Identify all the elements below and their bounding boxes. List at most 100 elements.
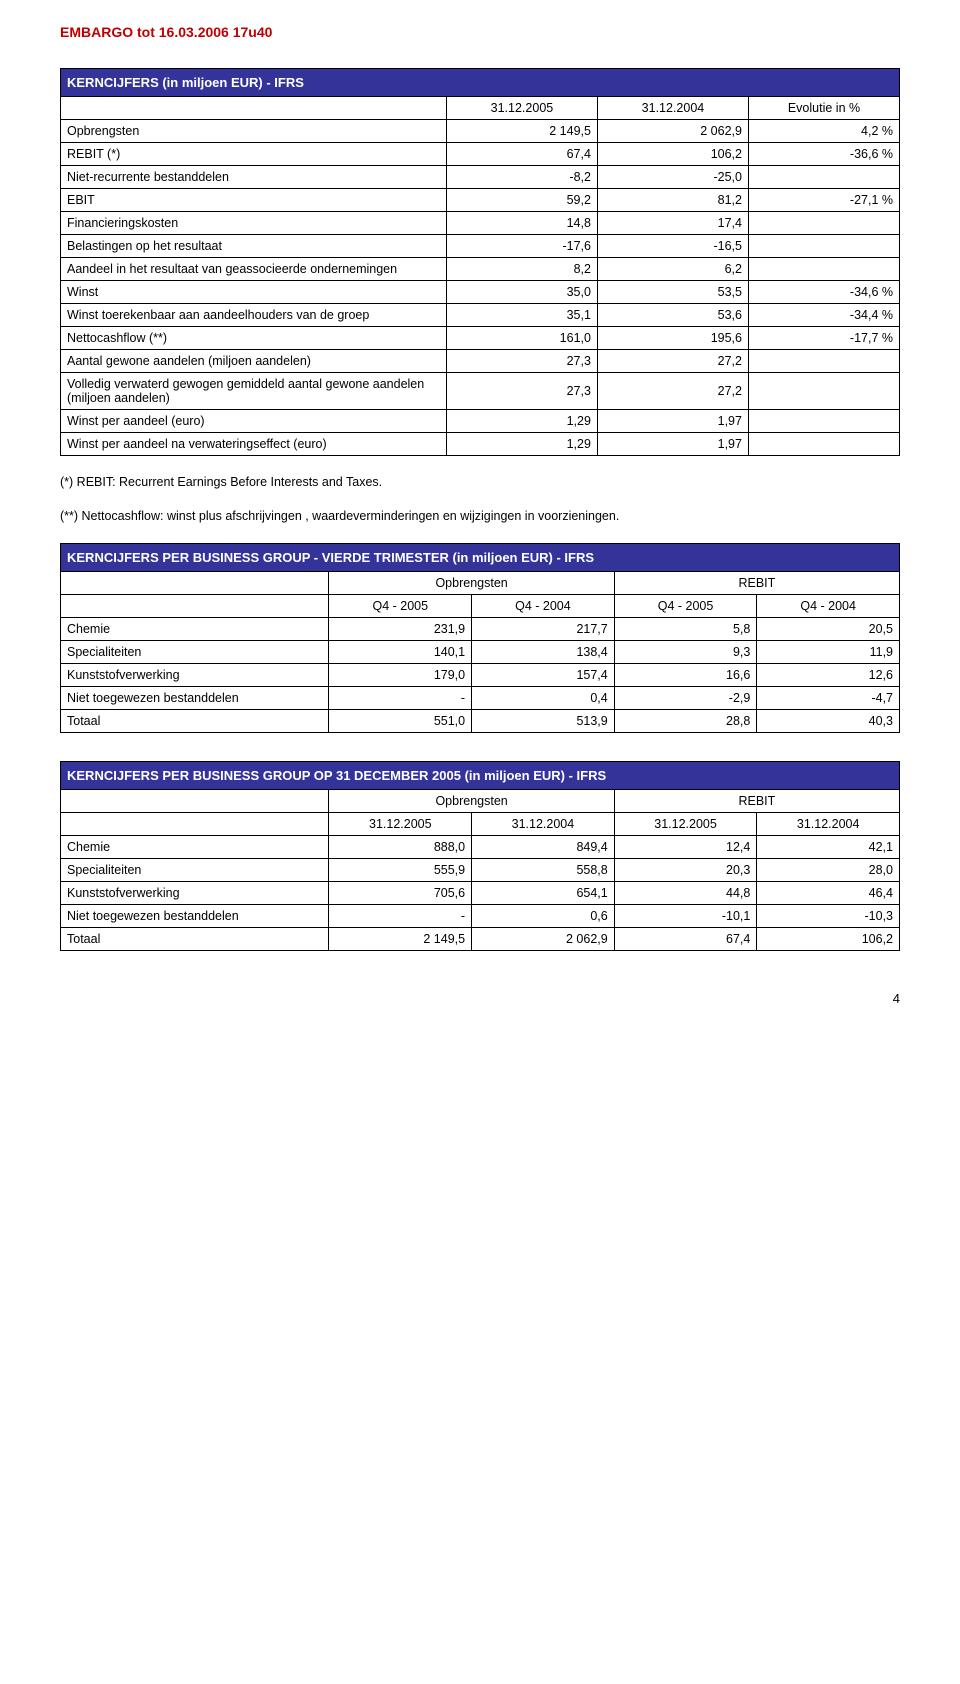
row-label: Chemie [61,835,329,858]
table1-col-2: Evolutie in % [748,97,899,120]
table-kerncijfers-ifrs: KERNCIJFERS (in miljoen EUR) - IFRS 31.1… [60,68,900,456]
cell-value: 0,4 [472,686,615,709]
table-row: Niet toegewezen bestanddelen-0,4-2,9-4,7 [61,686,900,709]
cell-value [748,350,899,373]
cell-value: 2 062,9 [597,120,748,143]
cell-value: 161,0 [446,327,597,350]
row-label: Volledig verwaterd gewogen gemiddeld aan… [61,373,447,410]
row-label: Niet toegewezen bestanddelen [61,904,329,927]
cell-value: 12,6 [757,663,900,686]
cell-value: -17,7 % [748,327,899,350]
cell-value: 27,2 [597,373,748,410]
cell-value [748,373,899,410]
cell-value: -16,5 [597,235,748,258]
cell-value: 35,0 [446,281,597,304]
cell-value: 849,4 [472,835,615,858]
row-label: Winst per aandeel na verwateringseffect … [61,433,447,456]
table-row: Winst per aandeel na verwateringseffect … [61,433,900,456]
cell-value: 6,2 [597,258,748,281]
table2-group-rebit: REBIT [614,571,899,594]
cell-value: 28,0 [757,858,900,881]
table-row: Chemie888,0849,412,442,1 [61,835,900,858]
row-label: Aantal gewone aandelen (miljoen aandelen… [61,350,447,373]
cell-value: 1,29 [446,410,597,433]
table3-col-0: 31.12.2005 [329,812,472,835]
cell-value: 2 062,9 [472,927,615,950]
table-row: Winst35,053,5-34,6 % [61,281,900,304]
table-row: Winst per aandeel (euro)1,291,97 [61,410,900,433]
row-label: EBIT [61,189,447,212]
table2-empty-subheader [61,594,329,617]
table2-col-1: Q4 - 2004 [472,594,615,617]
cell-value: 12,4 [614,835,757,858]
table-row: Opbrengsten2 149,52 062,94,2 % [61,120,900,143]
cell-value [748,433,899,456]
row-label: Totaal [61,927,329,950]
row-label: Winst [61,281,447,304]
table1-empty-header [61,97,447,120]
cell-value: 2 149,5 [446,120,597,143]
footnote-rebit: (*) REBIT: Recurrent Earnings Before Int… [60,474,900,490]
cell-value: 46,4 [757,881,900,904]
cell-value [748,235,899,258]
cell-value [748,212,899,235]
table-row: Winst toerekenbaar aan aandeelhouders va… [61,304,900,327]
row-label: Nettocashflow (**) [61,327,447,350]
cell-value: 1,97 [597,433,748,456]
table-row: Specialiteiten555,9558,820,328,0 [61,858,900,881]
cell-value: 42,1 [757,835,900,858]
table1-title: KERNCIJFERS (in miljoen EUR) - IFRS [61,69,900,97]
cell-value: 195,6 [597,327,748,350]
cell-value: - [329,904,472,927]
row-label: Chemie [61,617,329,640]
cell-value: -10,1 [614,904,757,927]
cell-value: 8,2 [446,258,597,281]
cell-value: 16,6 [614,663,757,686]
page-number: 4 [60,991,900,1006]
cell-value: 551,0 [329,709,472,732]
table3-group-opbrengsten: Opbrengsten [329,789,614,812]
row-label: Niet-recurrente bestanddelen [61,166,447,189]
table-row: REBIT (*)67,4106,2-36,6 % [61,143,900,166]
table2-empty-header [61,571,329,594]
table-row: Totaal2 149,52 062,967,4106,2 [61,927,900,950]
cell-value: 27,2 [597,350,748,373]
row-label: REBIT (*) [61,143,447,166]
row-label: Aandeel in het resultaat van geassocieer… [61,258,447,281]
table3-col-1: 31.12.2004 [472,812,615,835]
cell-value: 2 149,5 [329,927,472,950]
cell-value [748,166,899,189]
row-label: Kunststofverwerking [61,881,329,904]
cell-value: -10,3 [757,904,900,927]
table-row: Specialiteiten140,1138,49,311,9 [61,640,900,663]
cell-value: 67,4 [614,927,757,950]
table-row: Niet-recurrente bestanddelen-8,2-25,0 [61,166,900,189]
table3-empty-subheader [61,812,329,835]
cell-value: 157,4 [472,663,615,686]
table1-col-1: 31.12.2004 [597,97,748,120]
cell-value: 27,3 [446,373,597,410]
row-label: Niet toegewezen bestanddelen [61,686,329,709]
cell-value: 654,1 [472,881,615,904]
cell-value: 81,2 [597,189,748,212]
table-row: Nettocashflow (**)161,0195,6-17,7 % [61,327,900,350]
cell-value: -4,7 [757,686,900,709]
table-business-group-2005: KERNCIJFERS PER BUSINESS GROUP OP 31 DEC… [60,761,900,951]
row-label: Opbrengsten [61,120,447,143]
cell-value: 4,2 % [748,120,899,143]
row-label: Kunststofverwerking [61,663,329,686]
cell-value: 705,6 [329,881,472,904]
row-label: Totaal [61,709,329,732]
cell-value: -17,6 [446,235,597,258]
cell-value: 35,1 [446,304,597,327]
table2-title: KERNCIJFERS PER BUSINESS GROUP - VIERDE … [61,543,900,571]
footnote-nettocashflow: (**) Nettocashflow: winst plus afschrijv… [60,508,900,524]
cell-value [748,258,899,281]
row-label: Belastingen op het resultaat [61,235,447,258]
cell-value: 106,2 [597,143,748,166]
table3-col-2: 31.12.2005 [614,812,757,835]
cell-value: 20,3 [614,858,757,881]
cell-value: 231,9 [329,617,472,640]
cell-value: 9,3 [614,640,757,663]
table-row: EBIT59,281,2-27,1 % [61,189,900,212]
